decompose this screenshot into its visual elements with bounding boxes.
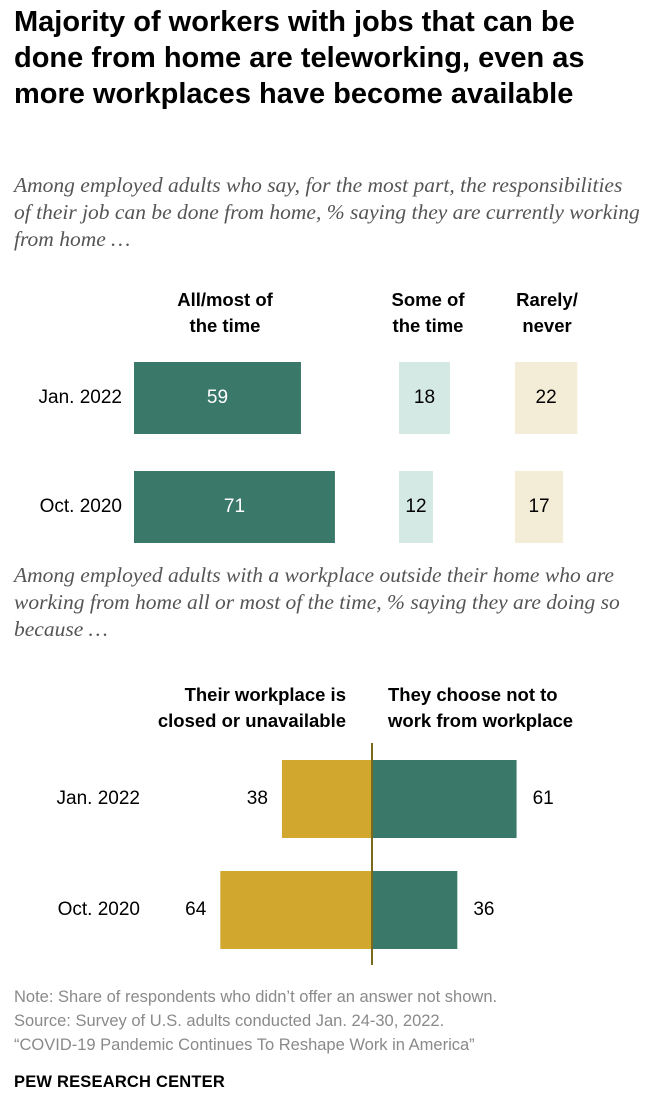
chart1-row-label: Oct. 2020 (40, 496, 122, 517)
chart1-data-label: 18 (414, 387, 435, 408)
chart1-bar (399, 471, 433, 543)
chart1-data-label: 22 (536, 387, 557, 408)
chart1-bar (134, 471, 335, 543)
chart1-row-label: Jan. 2022 (39, 387, 122, 408)
note-text: Note: Share of respondents who didn’t of… (14, 988, 498, 1006)
chart2-subtitle: Among employed adults with a workplace o… (14, 563, 620, 641)
chart2-bar-left (220, 871, 372, 949)
chart1-col-header-all-most: All/most of the time (177, 289, 273, 336)
chart2-row-label: Jan. 2022 (57, 788, 140, 809)
chart2-data-label-left: 64 (185, 899, 207, 920)
chart2-left-header: Their workplace is closed or unavailable (157, 684, 346, 731)
chart2-data-label-right: 61 (533, 788, 554, 809)
chart1-data-label: 59 (207, 387, 228, 408)
chart1-bar (134, 362, 301, 434)
brand-logo-text: PEW RESEARCH CENTER (14, 1073, 225, 1091)
chart1-bar (399, 362, 450, 434)
chart2-right-header: They choose not to work from workplace (388, 684, 574, 731)
chart1-col-header-some: Some of the time (391, 289, 465, 336)
chart1-data-label: 12 (405, 496, 426, 517)
chart2-data-label-right: 36 (473, 899, 494, 920)
report-text: “COVID-19 Pandemic Continues To Reshape … (14, 1036, 475, 1054)
chart1-data-label: 17 (528, 496, 549, 517)
chart2-bar-right (372, 871, 458, 949)
chart1-col-header-rarely: Rarely/ never (516, 289, 578, 336)
chart2-bar-right (372, 760, 517, 838)
chart2-bar-left (281, 760, 372, 838)
chart1-data-label: 71 (224, 496, 245, 517)
source-text: Source: Survey of U.S. adults conducted … (14, 1012, 445, 1030)
chart-title: Majority of workers with jobs that can b… (14, 6, 585, 110)
chart2-row-label: Oct. 2020 (58, 899, 140, 920)
chart1-subtitle: Among employed adults who say, for the m… (14, 173, 640, 251)
chart1-bar (515, 471, 564, 543)
notes: Note: Share of respondents who didn’t of… (14, 985, 497, 1057)
chart2-data-label-left: 38 (247, 788, 268, 809)
chart1-bar (515, 362, 578, 434)
